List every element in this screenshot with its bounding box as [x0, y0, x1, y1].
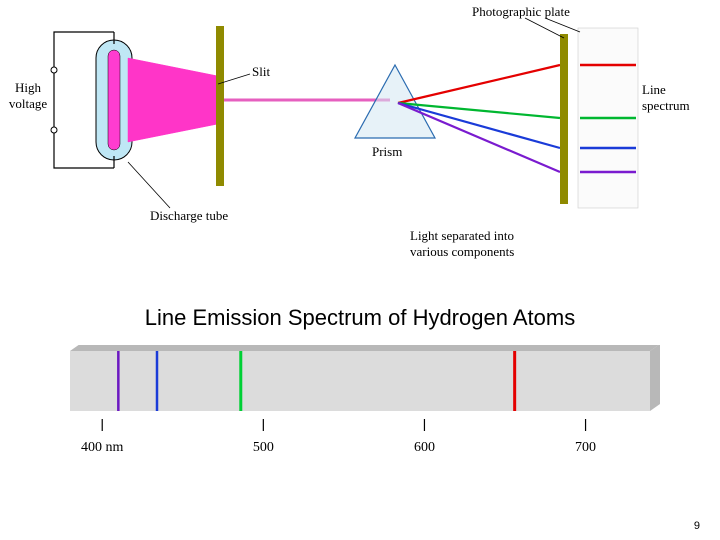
apparatus-svg — [40, 10, 680, 300]
svg-text:600: 600 — [414, 440, 435, 455]
apparatus-diagram: Highvoltage Slit Discharge tube Prism Li… — [40, 10, 680, 300]
light-cone — [128, 58, 218, 142]
label-line-spectrum: Linespectrum — [642, 82, 702, 114]
slit-bar — [216, 26, 224, 186]
discharge-tube — [96, 32, 132, 168]
page-number: 9 — [694, 520, 700, 532]
spectrum-chart: 400 nm 500 600 700 — [60, 345, 660, 475]
spectrum-svg: 400 nm 500 600 700 — [60, 345, 660, 475]
label-high-voltage: Highvoltage — [0, 80, 56, 112]
label-prism: Prism — [372, 144, 402, 160]
spectrum-axis: 400 nm 500 600 700 — [81, 419, 596, 455]
diagram-title: Line Emission Spectrum of Hydrogen Atoms — [0, 305, 720, 331]
photographic-plate — [560, 34, 568, 204]
svg-text:500: 500 — [253, 440, 274, 455]
label-slit: Slit — [252, 64, 270, 80]
svg-text:700: 700 — [575, 440, 596, 455]
label-photographic-plate: Photographic plate — [472, 4, 570, 20]
label-light-separated: Light separated intovarious components — [410, 228, 550, 260]
spectrum-bar — [70, 345, 660, 411]
svg-text:400 nm: 400 nm — [81, 440, 124, 455]
label-discharge-tube: Discharge tube — [150, 208, 228, 224]
